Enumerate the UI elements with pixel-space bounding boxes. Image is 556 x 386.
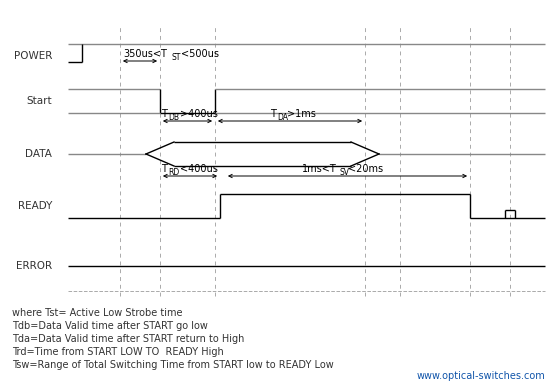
Text: Trd=Time from START LOW TO  READY High: Trd=Time from START LOW TO READY High [12,347,224,357]
Text: www.optical-switches.com: www.optical-switches.com [416,371,545,381]
Text: <500us: <500us [181,49,219,59]
Text: T: T [161,164,167,174]
Text: ERROR: ERROR [16,261,52,271]
Text: RD: RD [168,168,179,177]
Text: T: T [270,109,276,119]
Text: >400us: >400us [180,109,218,119]
Text: READY: READY [18,201,52,211]
Text: DATA: DATA [25,149,52,159]
Text: SV: SV [339,168,349,177]
Text: Tda=Data Valid time after START return to High: Tda=Data Valid time after START return t… [12,334,245,344]
Text: <20ms: <20ms [348,164,383,174]
Text: where Tst= Active Low Strobe time: where Tst= Active Low Strobe time [12,308,182,318]
Text: POWER: POWER [14,51,52,61]
Text: >1ms: >1ms [287,109,316,119]
Text: Start: Start [26,96,52,106]
Text: 350us<T: 350us<T [123,49,167,59]
Text: DB: DB [168,113,179,122]
Text: T: T [161,109,167,119]
Text: <400us: <400us [180,164,218,174]
Text: 1ms<T: 1ms<T [302,164,337,174]
Text: Tdb=Data Valid time after START go low: Tdb=Data Valid time after START go low [12,321,208,331]
Text: DA: DA [277,113,288,122]
Text: Tsw=Range of Total Switching Time from START low to READY Low: Tsw=Range of Total Switching Time from S… [12,360,334,370]
Text: ST: ST [171,53,180,62]
